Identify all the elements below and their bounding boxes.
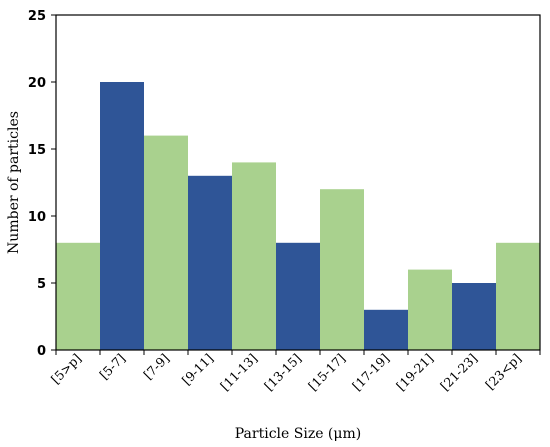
bar-[13-15] (276, 242, 320, 350)
bar-[7-9] (144, 135, 188, 350)
bar-[19-21] (408, 269, 452, 350)
y-tick-label: 5 (37, 277, 46, 292)
x-tick-label: [15-17] (305, 351, 348, 394)
x-tick-label: [23<p] (482, 351, 524, 393)
y-tick-label: 0 (37, 344, 46, 359)
bars-group (56, 82, 540, 350)
plot-frame (55, 14, 541, 351)
x-tick-label: [7-9] (140, 351, 172, 383)
x-tick-label: [5>p] (48, 351, 84, 387)
bar-[23<p] (496, 242, 540, 350)
y-tick-label: 10 (28, 210, 46, 225)
y-ticks-group: 0 5 10 15 20 25 (28, 9, 56, 359)
bar-[9-11] (188, 175, 232, 350)
y-tick-label: 20 (28, 76, 46, 91)
y-tick-label: 25 (28, 9, 46, 24)
x-tick-label: [19-21] (393, 351, 436, 394)
bar-[21-23] (452, 283, 496, 350)
bar-[17-19] (364, 309, 408, 350)
bar-[5>p] (56, 242, 100, 350)
bar-[5-7] (100, 82, 144, 350)
x-ticks-group: [5>p] [5-7] [7-9] [9-11] [11-13] [13-15] [15-1… (48, 350, 541, 394)
bar-[15-17] (320, 189, 364, 350)
x-tick-label: [13-15] (261, 351, 304, 394)
x-axis-title: Particle Size (μm) (235, 426, 361, 442)
y-axis-title: Number of particles (6, 111, 22, 254)
x-tick-label: [9-11] (179, 351, 216, 388)
x-tick-label: [17-19] (349, 351, 392, 394)
y-tick-label: 15 (28, 143, 46, 158)
bar-[11-13] (232, 162, 276, 350)
x-tick-label: [21-23] (437, 351, 480, 394)
x-tick-label: [11-13] (217, 351, 260, 394)
x-tick-label: [5-7] (96, 351, 128, 383)
